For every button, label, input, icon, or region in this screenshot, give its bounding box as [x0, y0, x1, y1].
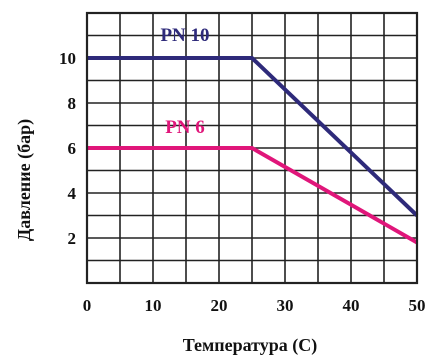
x-tick-label: 0 — [83, 296, 92, 315]
y-tick-label: 6 — [68, 139, 77, 158]
series-line-pn-10 — [87, 56, 419, 217]
plot-border — [85, 11, 419, 285]
y-tick-label: 10 — [59, 49, 76, 68]
series-lines — [87, 56, 419, 245]
y-tick-label: 8 — [68, 94, 77, 113]
x-tick-label: 20 — [211, 296, 228, 315]
x-tick-label: 50 — [409, 296, 426, 315]
y-tick-label: 2 — [68, 229, 77, 248]
y-tick-label: 4 — [68, 184, 77, 203]
y-tick-labels: 2 4 6 8 10 — [59, 49, 77, 248]
x-tick-labels: 0 10 20 30 40 50 — [83, 296, 426, 315]
series-line-pn-6 — [87, 146, 418, 245]
x-tick-label: 30 — [277, 296, 294, 315]
series-labels: PN 10 PN 6 — [160, 25, 209, 138]
plot-frame — [85, 11, 419, 285]
y-axis-label: Давление (бар) — [14, 119, 35, 241]
series-label: PN 6 — [165, 117, 205, 138]
x-tick-label: 40 — [343, 296, 360, 315]
x-tick-label: 10 — [145, 296, 162, 315]
series-label: PN 10 — [160, 25, 209, 46]
x-axis-label: Температура (С) — [183, 335, 318, 356]
